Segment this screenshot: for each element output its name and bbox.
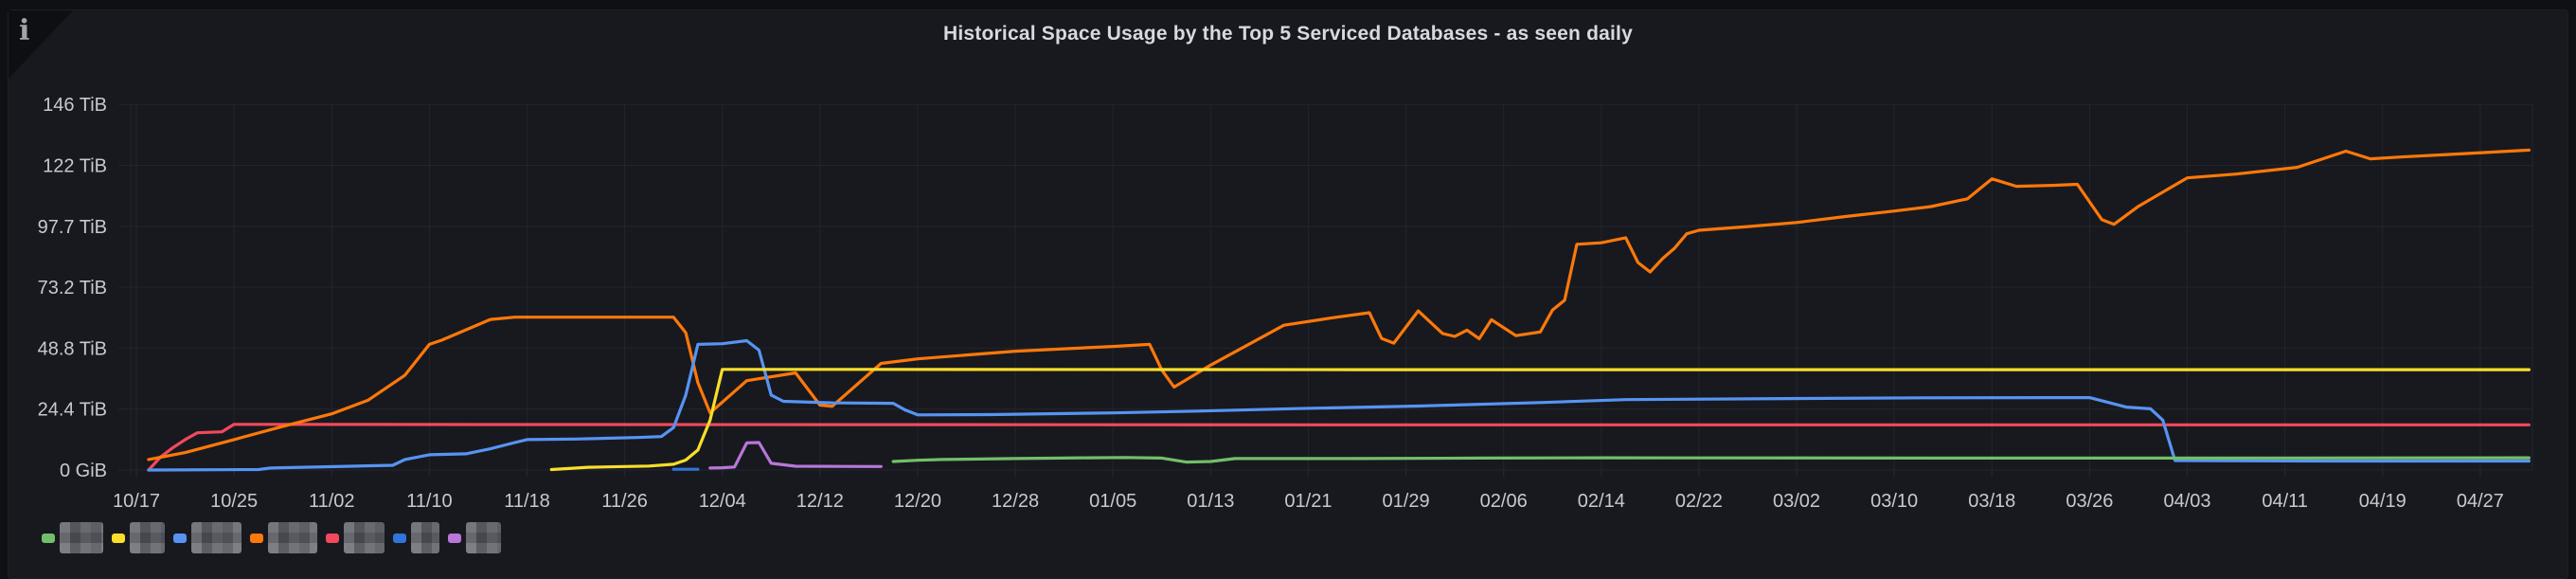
y-tick-label: 24.4 TiB	[38, 400, 107, 421]
x-tick-label: 02/14	[1578, 491, 1625, 512]
legend-swatch[interactable]	[112, 533, 125, 543]
x-tick-label: 10/25	[210, 491, 258, 512]
legend-swatch[interactable]	[250, 533, 263, 543]
x-tick-label: 10/17	[113, 491, 160, 512]
x-tick-label: 04/11	[2262, 491, 2308, 512]
legend-label-redacted[interactable]	[60, 522, 103, 553]
x-tick-label: 01/13	[1187, 491, 1234, 512]
legend-label-redacted[interactable]	[344, 522, 385, 553]
x-tick-label: 03/10	[1870, 491, 1918, 512]
legend-label-redacted[interactable]	[130, 522, 165, 553]
x-tick-label: 04/03	[2163, 491, 2210, 512]
legend-swatch[interactable]	[448, 533, 461, 543]
y-tick-label: 122 TiB	[43, 156, 107, 177]
x-tick-label: 12/28	[992, 491, 1039, 512]
x-tick-label: 12/20	[894, 491, 941, 512]
y-tick-label: 48.8 TiB	[38, 338, 107, 359]
legend-label-redacted[interactable]	[191, 522, 242, 553]
info-icon: i	[19, 14, 30, 47]
x-tick-label: 11/02	[309, 491, 355, 512]
x-tick-label: 01/21	[1284, 491, 1332, 512]
series-line-B877D9	[708, 441, 883, 470]
y-tick-label: 146 TiB	[43, 95, 107, 116]
legend-label-redacted[interactable]	[466, 522, 501, 553]
series-line-FF780A	[147, 148, 2531, 461]
legend-item-4[interactable]	[250, 522, 317, 553]
x-tick-label: 03/18	[1968, 491, 2015, 512]
x-tick-label: 01/29	[1383, 491, 1430, 512]
x-tick-label: 03/26	[2066, 491, 2113, 512]
y-tick-label: 0 GiB	[60, 461, 107, 481]
x-tick-label: 02/22	[1675, 491, 1723, 512]
series-line-FADE2A	[549, 368, 2531, 472]
x-tick-label: 01/05	[1089, 491, 1136, 512]
y-tick-label: 97.7 TiB	[38, 217, 107, 238]
x-tick-label: 02/06	[1480, 491, 1528, 512]
legend-item-6[interactable]	[393, 522, 439, 553]
legend-item-3[interactable]	[173, 522, 242, 553]
legend-item-7[interactable]	[448, 522, 501, 553]
x-tick-label: 11/10	[406, 491, 453, 512]
x-tick-label: 12/12	[796, 491, 844, 512]
x-tick-label: 12/04	[699, 491, 746, 512]
x-tick-label: 03/02	[1773, 491, 1820, 512]
legend-swatch[interactable]	[326, 533, 339, 543]
legend-item-2[interactable]	[112, 522, 165, 553]
series-line-73BF69	[891, 456, 2531, 464]
legend-swatch[interactable]	[42, 533, 55, 543]
legend-swatch[interactable]	[393, 533, 406, 543]
x-tick-label: 04/19	[2359, 491, 2406, 512]
x-tick-label: 04/27	[2457, 491, 2504, 512]
y-tick-label: 73.2 TiB	[38, 278, 107, 299]
x-tick-label: 11/26	[601, 491, 648, 512]
time-series-plot[interactable]: 0 GiB 24.4 TiB 48.8 TiB 73.2 TiB 97.7 TiB 122…	[9, 10, 2569, 523]
series-line-5794F2	[147, 338, 2531, 472]
panel-title: Historical Space Usage by the Top 5 Serv…	[943, 23, 1633, 45]
legend-item-5[interactable]	[326, 522, 385, 553]
legend-swatch[interactable]	[173, 533, 187, 543]
chart-panel: i Historical Space Usage by the Top 5 Se…	[8, 9, 2568, 579]
legend-label-redacted[interactable]	[411, 522, 439, 553]
legend-label-redacted[interactable]	[268, 522, 317, 553]
x-tick-label: 11/18	[504, 491, 550, 512]
legend	[42, 522, 501, 553]
legend-item-1[interactable]	[42, 522, 103, 553]
series-line-F2495C	[147, 423, 2531, 472]
